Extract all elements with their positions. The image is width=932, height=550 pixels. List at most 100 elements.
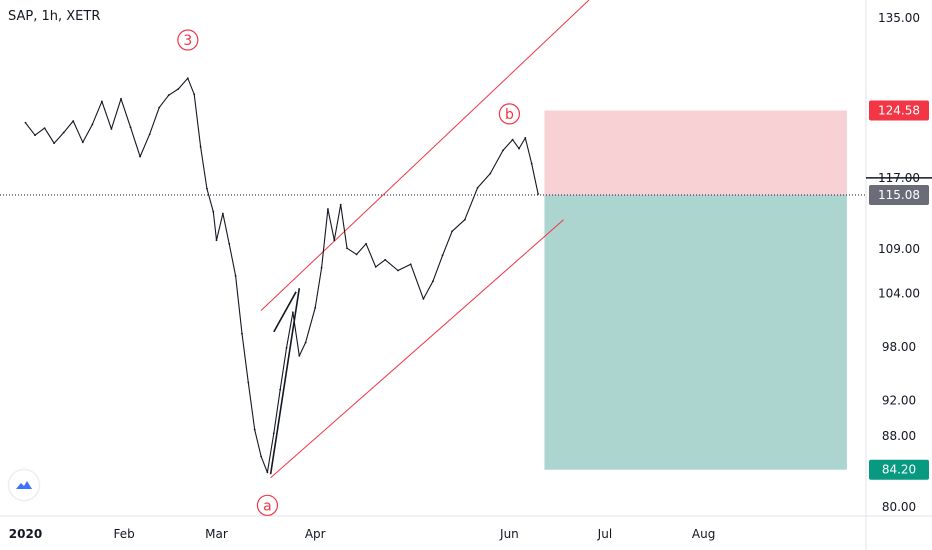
y-tick-label: 98.00 bbox=[882, 340, 916, 354]
price-point bbox=[489, 172, 492, 175]
price-point bbox=[260, 455, 262, 458]
x-tick-label: 2020 bbox=[9, 527, 42, 541]
y-tick-label: 104.00 bbox=[878, 287, 920, 301]
stop-loss-price-badge: 124.58 bbox=[878, 103, 920, 117]
price-point bbox=[120, 97, 122, 100]
wave-label-circle bbox=[498, 103, 521, 125]
price-point bbox=[292, 311, 294, 314]
x-tick-label: Mar bbox=[205, 527, 228, 541]
price-point bbox=[62, 131, 65, 134]
wave-label-circle bbox=[256, 494, 279, 516]
price-point bbox=[177, 88, 180, 90]
price-point bbox=[167, 94, 170, 97]
price-point bbox=[409, 263, 412, 266]
price-point bbox=[365, 242, 368, 245]
x-tick-label: Apr bbox=[305, 527, 326, 541]
wave-label-text: 3 bbox=[183, 33, 192, 49]
target-price-badge: 84.20 bbox=[882, 463, 916, 477]
price-point bbox=[384, 258, 387, 261]
trendline-black bbox=[269, 288, 301, 475]
price-point bbox=[397, 269, 399, 272]
price-point bbox=[110, 128, 113, 130]
price-point bbox=[463, 218, 466, 221]
price-point bbox=[206, 187, 208, 190]
price-point bbox=[451, 230, 454, 233]
x-tick-label: Feb bbox=[114, 527, 135, 541]
price-point bbox=[43, 127, 46, 130]
price-point bbox=[100, 100, 103, 103]
channel-upper-line bbox=[260, 0, 590, 311]
price-series-line bbox=[25, 77, 539, 473]
price-point bbox=[247, 381, 250, 384]
price-point bbox=[34, 134, 36, 137]
target-price-badge-bg bbox=[869, 459, 929, 480]
price-point bbox=[314, 306, 317, 309]
price-point bbox=[91, 123, 94, 126]
price-point bbox=[298, 354, 301, 357]
y-tick-label: 109.00 bbox=[878, 242, 920, 256]
price-point bbox=[476, 186, 479, 189]
wave-label-circle bbox=[177, 29, 199, 51]
price-point bbox=[511, 138, 514, 141]
price-point bbox=[502, 149, 504, 152]
price-point bbox=[339, 203, 342, 206]
price-point bbox=[327, 208, 329, 210]
price-point bbox=[285, 346, 288, 349]
price-point bbox=[234, 274, 237, 277]
price-point bbox=[320, 266, 323, 269]
chart-title: SAP, 1h, XETR bbox=[8, 9, 101, 24]
x-tick-label: Jun bbox=[499, 527, 519, 541]
price-point bbox=[432, 280, 434, 283]
price-point bbox=[374, 265, 377, 268]
price-point bbox=[304, 341, 307, 344]
price-point bbox=[266, 471, 269, 474]
price-point bbox=[441, 254, 444, 257]
tradingview-logo-icon[interactable] bbox=[9, 470, 39, 500]
y-tick-label: 135.00 bbox=[878, 11, 920, 25]
price-point bbox=[253, 428, 256, 431]
price-point bbox=[212, 210, 215, 213]
price-point bbox=[199, 145, 202, 148]
price-point bbox=[221, 212, 224, 215]
price-point bbox=[524, 136, 527, 139]
price-point bbox=[139, 155, 141, 158]
price-point bbox=[537, 193, 539, 195]
price-point bbox=[518, 147, 520, 150]
price-point bbox=[241, 332, 243, 335]
x-tick-label: Aug bbox=[692, 527, 715, 541]
price-point bbox=[81, 141, 84, 144]
price-point bbox=[53, 142, 56, 145]
target-zone bbox=[544, 195, 847, 470]
stop-loss-price-badge-bg bbox=[869, 100, 929, 121]
price-point bbox=[215, 239, 218, 242]
y-tick-label: 92.00 bbox=[882, 393, 916, 407]
y-tick-label: 80.00 bbox=[882, 500, 916, 514]
entry-price-badge-bg bbox=[869, 185, 929, 206]
y-tick-label: 117.00 bbox=[878, 171, 920, 185]
entry-price-badge: 115.08 bbox=[878, 188, 920, 202]
price-point bbox=[279, 388, 282, 391]
price-point bbox=[272, 432, 275, 435]
price-point bbox=[24, 121, 27, 124]
channel-lower-line bbox=[270, 219, 564, 479]
price-axis-panel bbox=[866, 0, 932, 550]
y-tick-label: 88.00 bbox=[882, 429, 916, 443]
price-point bbox=[72, 120, 75, 122]
price-point bbox=[186, 77, 189, 80]
price-point bbox=[129, 126, 132, 129]
price-point bbox=[346, 247, 348, 250]
price-point bbox=[228, 242, 231, 245]
wave-label-text: b bbox=[505, 107, 514, 123]
stop-loss-zone bbox=[544, 110, 847, 196]
price-point bbox=[422, 298, 425, 300]
price-point bbox=[530, 162, 533, 165]
price-point bbox=[148, 133, 151, 136]
price-point bbox=[158, 106, 161, 109]
wave-label-text: a bbox=[263, 498, 272, 514]
price-point bbox=[333, 239, 336, 242]
price-point bbox=[355, 253, 358, 256]
trendline-black bbox=[273, 291, 297, 333]
price-point bbox=[193, 93, 196, 96]
